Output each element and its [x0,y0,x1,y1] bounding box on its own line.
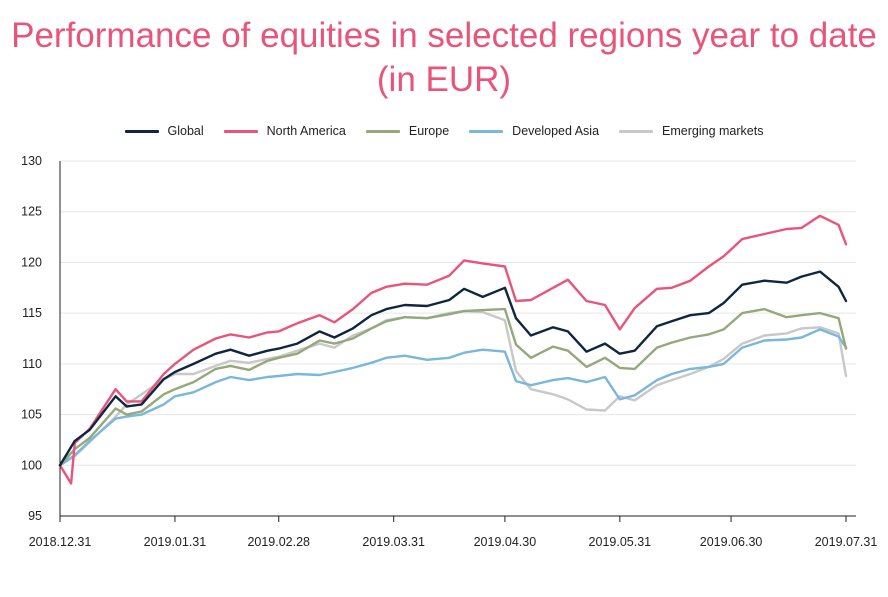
y-tick-label: 130 [21,154,42,168]
y-tick-label: 110 [22,357,42,371]
y-tick-label: 125 [21,205,42,219]
x-tick-label: 2019.01.31 [144,535,207,549]
legend-swatch [365,129,400,133]
x-tick-label: 2018.12.31 [29,535,92,549]
y-tick-label: 105 [21,408,42,422]
series-line-europe [58,307,848,467]
x-tick-label: 2019.03.31 [362,535,425,549]
legend-item: Emerging markets [619,124,763,138]
legend-swatch [124,129,159,133]
chart-title: Performance of equities in selected regi… [11,16,877,99]
legend-swatch [619,129,654,133]
legend-label: Developed Asia [512,124,600,138]
legend-item: Developed Asia [469,124,599,138]
legend-item: Global [124,124,204,138]
x-axis-ticks: 2018.12.31 2019.01.31 2019.02.28 2019.03.31… [29,516,878,549]
series-line-developed-asia [58,328,848,467]
x-tick-label: 2019.07.31 [815,535,878,549]
y-tick-label: 115 [22,306,42,320]
x-tick-label: 2019.06.30 [700,535,763,549]
series-line-global [58,270,848,467]
legend-swatch [223,129,258,133]
legend-label: Global [167,124,204,138]
legend-item: North America [223,124,346,138]
y-tick-label: 100 [21,458,42,472]
series-line-north-america [58,214,848,485]
legend-label: Emerging markets [662,124,764,138]
legend-label: Europe [408,124,450,138]
legend-label: North America [266,124,346,138]
x-tick-label: 2019.04.30 [474,535,537,549]
y-axis-ticks: 95 100 105 110 115 120 125 130 [21,154,42,523]
x-tick-label: 2019.05.31 [589,535,652,549]
legend-item: Europe [365,124,450,138]
x-tick-label: 2019.02.28 [247,535,310,549]
series-lines [58,214,848,485]
y-tick-label: 120 [21,255,42,269]
legend-swatch [469,129,504,133]
y-tick-label: 95 [28,509,42,523]
legend: Global North America Europe Developed Asia E… [0,122,888,140]
